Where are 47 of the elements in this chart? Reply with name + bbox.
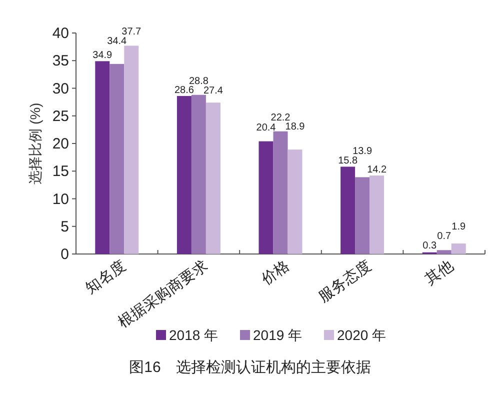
bar [124, 46, 139, 254]
bar [288, 150, 302, 254]
bar [258, 141, 274, 254]
data-label: 22.2 [270, 112, 291, 124]
bar [206, 102, 220, 254]
data-label: 28.6 [174, 84, 194, 96]
x-tick-label: 价格 [258, 257, 293, 290]
bar [340, 166, 356, 254]
data-label: 0.7 [437, 231, 452, 242]
data-label: 28.8 [188, 76, 209, 87]
bar [370, 176, 384, 254]
y-tick-label: 20 [52, 136, 69, 152]
data-label: 18.9 [285, 122, 306, 133]
y-tick-label: 0 [60, 246, 69, 263]
data-label: 20.4 [256, 122, 276, 134]
legend-label: 2020 年 [337, 327, 386, 343]
y-axis-title: 选择比例 (%) [27, 102, 43, 184]
y-tick-label: 30 [52, 80, 69, 98]
x-tick-label: 知名度 [82, 257, 130, 298]
legend-label: 2018 年 [169, 327, 218, 343]
bar [355, 177, 370, 254]
data-label: 34.9 [92, 50, 113, 62]
legend-label: 2019 年 [253, 327, 302, 343]
y-tick-label: 10 [52, 190, 69, 208]
data-label: 13.9 [352, 146, 372, 158]
y-tick-label: 35 [52, 52, 69, 70]
x-tick-label: 其他 [422, 257, 456, 288]
bar [110, 64, 124, 254]
bar [176, 96, 192, 254]
data-label: 15.8 [338, 156, 358, 167]
x-tick-label: 服务态度 [316, 257, 375, 306]
y-tick-label: 40 [52, 25, 69, 42]
y-tick-label: 5 [60, 218, 69, 236]
bar [95, 61, 110, 254]
data-label: 27.4 [203, 86, 224, 97]
bar [273, 131, 288, 254]
bar [436, 250, 452, 254]
y-tick-label: 25 [52, 108, 69, 125]
data-label: 14.2 [367, 164, 387, 176]
bar [191, 94, 206, 254]
bar [451, 244, 466, 254]
data-label: 37.7 [122, 26, 142, 38]
data-label: 34.4 [107, 36, 128, 47]
text: 图16 选择检测认证机构的主要依据 [129, 359, 371, 376]
data-label: 0.3 [422, 240, 437, 252]
y-tick-label: 15 [52, 163, 69, 180]
data-label: 1.9 [452, 222, 466, 233]
